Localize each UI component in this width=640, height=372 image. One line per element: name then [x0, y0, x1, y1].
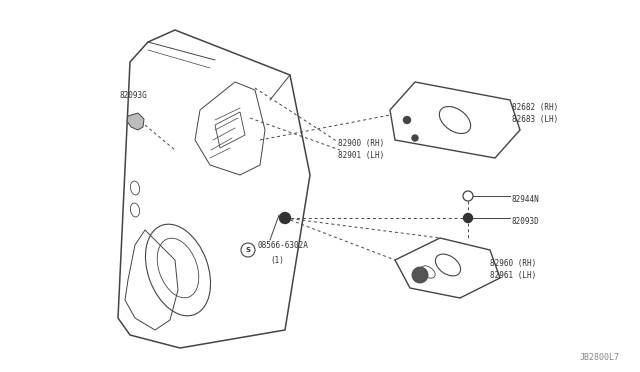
- Text: 82961 (LH): 82961 (LH): [490, 271, 536, 280]
- Text: 82944N: 82944N: [512, 196, 540, 205]
- Circle shape: [403, 116, 410, 124]
- Text: S: S: [246, 247, 250, 253]
- Text: 08566-6302A: 08566-6302A: [257, 241, 308, 250]
- Text: 82093D: 82093D: [512, 218, 540, 227]
- Circle shape: [280, 212, 291, 224]
- Circle shape: [463, 214, 472, 222]
- Text: 82683 (LH): 82683 (LH): [512, 115, 558, 124]
- Text: 82900 (RH): 82900 (RH): [338, 139, 384, 148]
- Circle shape: [412, 135, 418, 141]
- Polygon shape: [127, 113, 144, 130]
- Text: 82960 (RH): 82960 (RH): [490, 259, 536, 268]
- Text: (1): (1): [270, 256, 284, 264]
- Circle shape: [412, 267, 428, 283]
- Text: 82682 (RH): 82682 (RH): [512, 103, 558, 112]
- Text: 82093G: 82093G: [119, 91, 147, 100]
- Text: JB2800L7: JB2800L7: [580, 353, 620, 362]
- Text: 82901 (LH): 82901 (LH): [338, 151, 384, 160]
